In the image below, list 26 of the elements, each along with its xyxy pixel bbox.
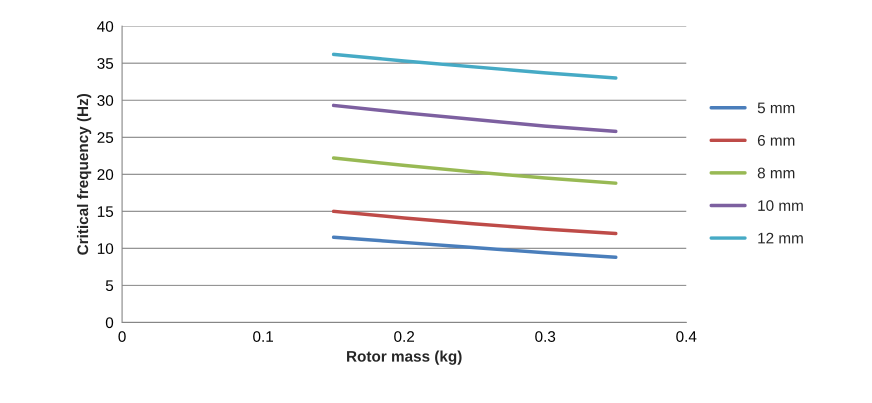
x-axis-title: Rotor mass (kg) — [347, 350, 462, 365]
y-tick-label: 5 — [106, 280, 114, 292]
x-tick-label: 0.3 — [535, 331, 556, 342]
y-tick-label: 40 — [97, 21, 114, 32]
x-tick-label: 0.1 — [253, 331, 273, 342]
line-series — [332, 52, 618, 80]
line-series — [332, 210, 618, 236]
line-series — [332, 104, 618, 134]
line-series — [332, 156, 618, 185]
legend-label: 10 mm — [758, 200, 803, 211]
y-tick-label: 25 — [98, 132, 114, 143]
y-tick-label: 30 — [97, 95, 114, 106]
legend-label: 6 mm — [758, 135, 794, 146]
y-tick-label: 10 — [98, 243, 114, 254]
y-tick-label: 20 — [98, 169, 114, 180]
y-axis-title: Critical frequency (Hz) — [76, 94, 92, 255]
y-tick-label: 15 — [98, 206, 114, 218]
x-tick-label: 0.4 — [676, 331, 696, 342]
y-tick-label: 35 — [97, 58, 114, 69]
x-tick-label: 0.2 — [394, 331, 414, 342]
x-tick-label: 0 — [118, 331, 126, 342]
line-series — [332, 236, 618, 259]
legend-label: 5 mm — [758, 102, 794, 114]
legend-label: 12 mm — [758, 232, 803, 244]
legend-label: 8 mm — [758, 168, 794, 178]
y-tick-label: 0 — [106, 317, 114, 328]
